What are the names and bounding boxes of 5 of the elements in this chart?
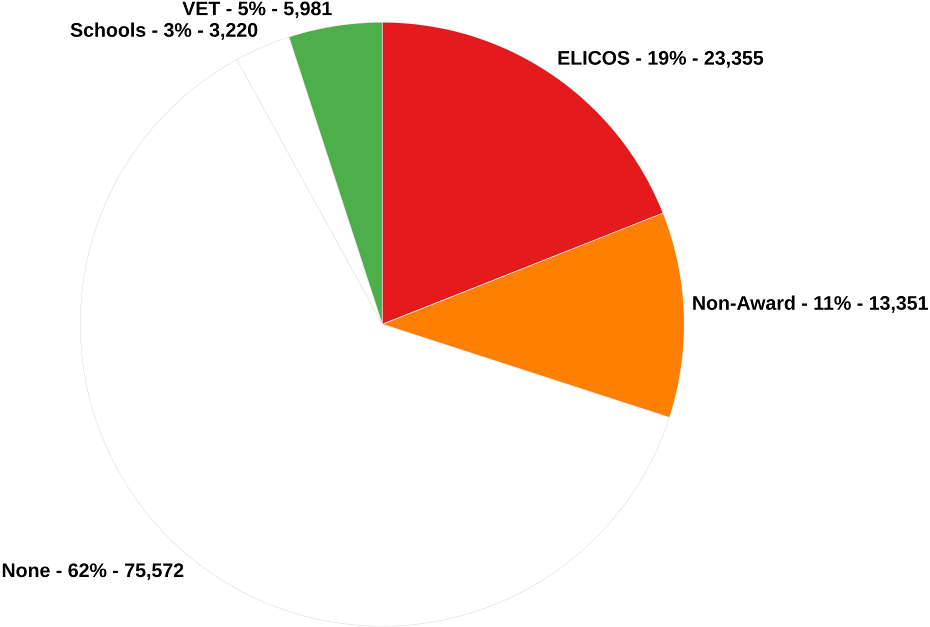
slice-label: Schools - 3% - 3,220 [70,22,258,40]
slice-label: Non-Award - 11% - 13,351 [693,296,928,313]
slice-label: None - 62% - 75,572 [2,564,184,580]
slice-label: ELICOS - 19% - 23,355 [558,51,764,68]
slice-label: VET - 5% - 5,981 [182,2,332,18]
